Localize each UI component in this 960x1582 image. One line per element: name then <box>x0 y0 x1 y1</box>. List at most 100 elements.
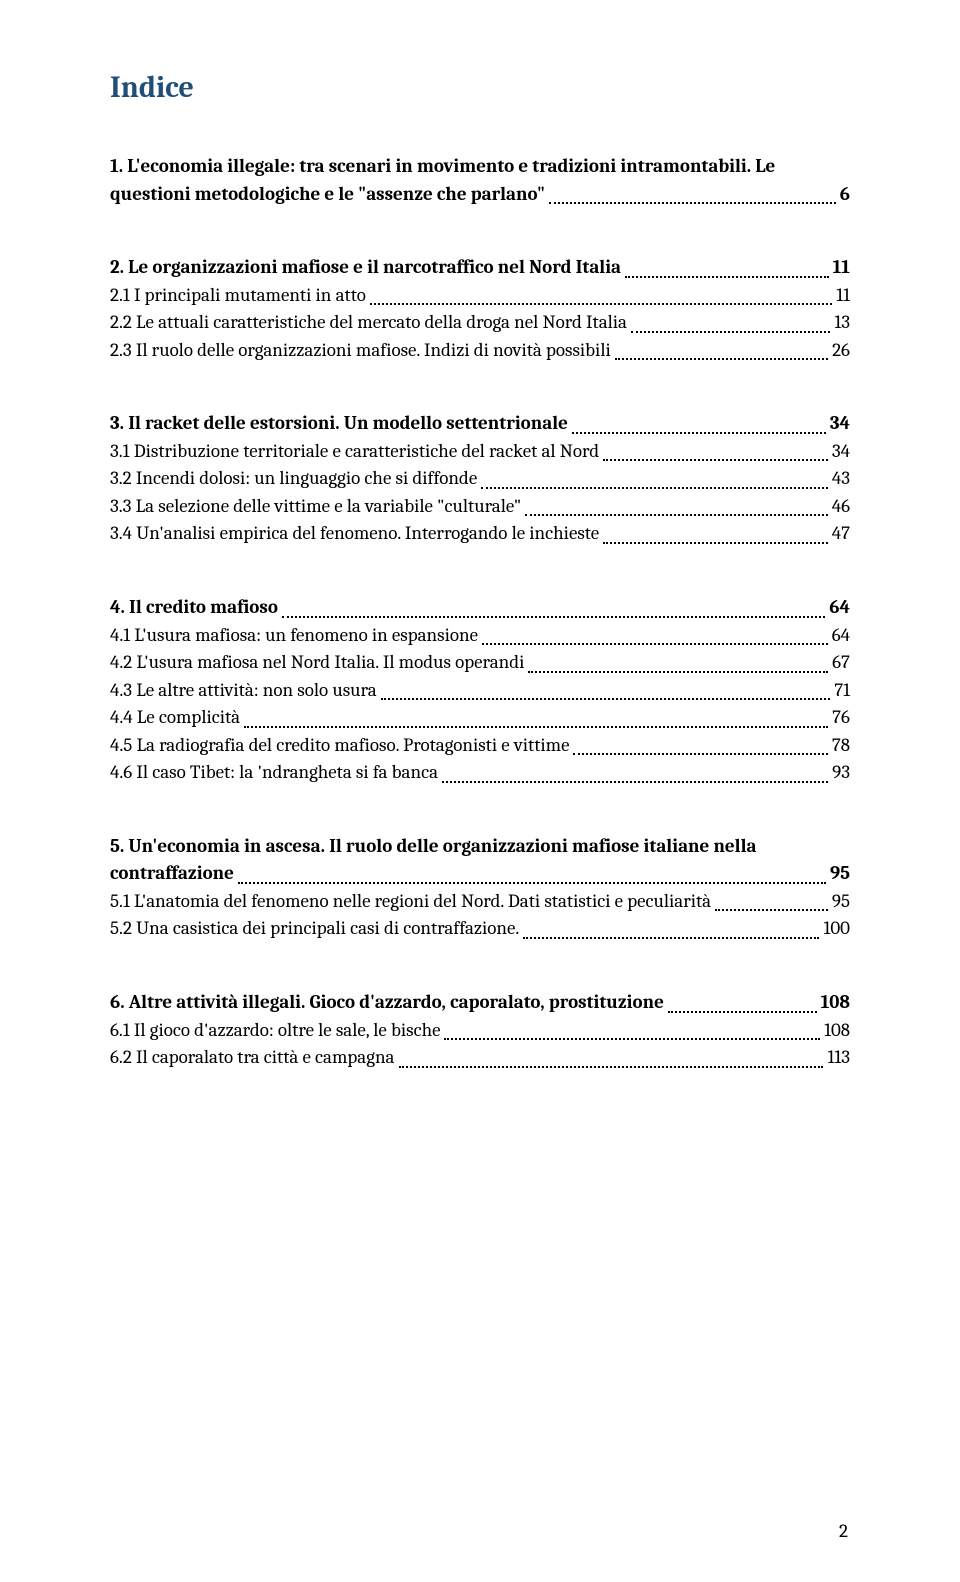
toc-page-number: 108 <box>824 1017 850 1045</box>
toc-heading: 2. Le organizzazioni mafiose e il narcot… <box>110 254 850 282</box>
toc-item: 2.2 Le attuali caratteristiche del merca… <box>110 309 850 337</box>
toc-leader <box>625 257 829 278</box>
toc-leader <box>715 890 828 911</box>
toc-page-number: 67 <box>832 649 850 677</box>
toc-page-number: 11 <box>836 282 850 310</box>
toc-page-number: 71 <box>834 677 850 705</box>
toc-item-label: 4.3 Le altre attività: non solo usura <box>110 677 377 705</box>
toc-item: 5.1 L'anatomia del fenomeno nelle region… <box>110 888 850 916</box>
toc-item: 6.1 Il gioco d'azzardo: oltre le sale, l… <box>110 1017 850 1045</box>
toc-page-number: 95 <box>832 888 850 916</box>
toc-page-number: 100 <box>823 915 850 943</box>
toc-heading-label: 4. Il credito mafioso <box>110 594 278 622</box>
toc-item: 4.5 La radiografia del credito mafioso. … <box>110 732 850 760</box>
toc-leader <box>603 523 828 544</box>
toc-item-label: 4.6 Il caso Tibet: la 'ndrangheta si fa … <box>110 759 438 787</box>
toc-item-label: 5.1 L'anatomia del fenomeno nelle region… <box>110 888 711 916</box>
toc-heading-label: 2. Le organizzazioni mafiose e il narcot… <box>110 254 621 282</box>
toc-page-number: 113 <box>827 1044 850 1072</box>
toc-item-label: 4.2 L'usura mafiosa nel Nord Italia. Il … <box>110 649 524 677</box>
toc-item: 5.2 Una casistica dei principali casi di… <box>110 915 850 943</box>
toc-leader <box>668 992 817 1013</box>
toc-leader <box>528 652 828 673</box>
toc-leader <box>370 284 832 305</box>
toc-heading-label: 3. Il racket delle estorsioni. Un modell… <box>110 410 568 438</box>
toc-section-2: 2. Le organizzazioni mafiose e il narcot… <box>110 254 850 364</box>
toc-item: 2.1 I principali mutamenti in atto 11 <box>110 282 850 310</box>
toc-leader <box>442 762 828 783</box>
toc-item: 4.1 L'usura mafiosa: un fenomeno in espa… <box>110 622 850 650</box>
toc-page-number: 76 <box>832 704 850 732</box>
toc-page-number: 46 <box>832 493 850 521</box>
toc-item: 6.2 Il caporalato tra città e campagna 1… <box>110 1044 850 1072</box>
toc-item: 2.3 Il ruolo delle organizzazioni mafios… <box>110 337 850 365</box>
toc-leader <box>244 707 828 728</box>
toc-leader <box>444 1019 820 1040</box>
toc-item: 3.2 Incendi dolosi: un linguaggio che si… <box>110 465 850 493</box>
toc-leader <box>525 495 828 516</box>
toc-page-number: 43 <box>832 465 850 493</box>
toc-leader <box>603 440 828 461</box>
document-page: Indice 1. L'economia illegale: tra scena… <box>0 0 960 1582</box>
toc-page-number: 108 <box>821 989 850 1017</box>
toc-item: 3.4 Un'analisi empirica del fenomeno. In… <box>110 520 850 548</box>
toc-leader <box>615 339 828 360</box>
toc-heading-label: questioni metodologiche e le "assenze ch… <box>110 181 545 209</box>
toc-leader <box>549 183 836 204</box>
toc-page-number: 95 <box>830 860 850 888</box>
toc-item-label: 2.1 I principali mutamenti in atto <box>110 282 366 310</box>
toc-page-number: 93 <box>832 759 850 787</box>
toc-section-6: 6. Altre attività illegali. Gioco d'azza… <box>110 989 850 1072</box>
toc-item-label: 3.2 Incendi dolosi: un linguaggio che si… <box>110 465 477 493</box>
toc-page-number: 64 <box>832 622 850 650</box>
toc-leader <box>481 468 828 489</box>
toc-page-number: 11 <box>833 254 850 282</box>
toc-section-5: 5. Un'economia in ascesa. Il ruolo delle… <box>110 833 850 943</box>
toc-heading-label: contraffazione <box>110 860 234 888</box>
toc-leader <box>238 863 826 884</box>
toc-item-label: 3.1 Distribuzione territoriale e caratte… <box>110 438 599 466</box>
toc-leader <box>381 679 831 700</box>
toc-item: 4.4 Le complicità 76 <box>110 704 850 732</box>
toc-page-number: 78 <box>832 732 850 760</box>
toc-item: 4.6 Il caso Tibet: la 'ndrangheta si fa … <box>110 759 850 787</box>
toc-item-label: 4.1 L'usura mafiosa: un fenomeno in espa… <box>110 622 478 650</box>
toc-item-label: 3.4 Un'analisi empirica del fenomeno. In… <box>110 520 599 548</box>
toc-leader <box>572 413 826 434</box>
toc-page-number: 64 <box>829 594 850 622</box>
toc-leader <box>631 312 830 333</box>
toc-leader <box>282 597 825 618</box>
toc-page-number: 13 <box>834 309 850 337</box>
document-title: Indice <box>110 70 850 105</box>
toc-item-label: 6.2 Il caporalato tra città e campagna <box>110 1044 395 1072</box>
toc-item: 4.3 Le altre attività: non solo usura 71 <box>110 677 850 705</box>
toc-heading-label: 6. Altre attività illegali. Gioco d'azza… <box>110 989 664 1017</box>
toc-item-label: 2.2 Le attuali caratteristiche del merca… <box>110 309 627 337</box>
toc-item-label: 3.3 La selezione delle vittime e la vari… <box>110 493 521 521</box>
toc-item-label: 5.2 Una casistica dei principali casi di… <box>110 915 519 943</box>
toc-item-label: 6.1 Il gioco d'azzardo: oltre le sale, l… <box>110 1017 440 1045</box>
toc-item-label: 2.3 Il ruolo delle organizzazioni mafios… <box>110 337 611 365</box>
toc-item-label: 4.4 Le complicità <box>110 704 240 732</box>
toc-item: 4.2 L'usura mafiosa nel Nord Italia. Il … <box>110 649 850 677</box>
toc-leader <box>482 624 828 645</box>
toc-leader <box>399 1047 824 1068</box>
toc-heading: 5. Un'economia in ascesa. Il ruolo delle… <box>110 833 850 888</box>
toc-section-4: 4. Il credito mafioso 64 4.1 L'usura maf… <box>110 594 850 787</box>
toc-heading: 3. Il racket delle estorsioni. Un modell… <box>110 410 850 438</box>
toc-heading: 6. Altre attività illegali. Gioco d'azza… <box>110 989 850 1017</box>
toc-heading-label: 1. L'economia illegale: tra scenari in m… <box>110 153 850 181</box>
toc-heading: 1. L'economia illegale: tra scenari in m… <box>110 153 850 208</box>
page-number: 2 <box>839 1520 848 1542</box>
toc-section-3: 3. Il racket delle estorsioni. Un modell… <box>110 410 850 548</box>
toc-page-number: 34 <box>832 438 850 466</box>
toc-page-number: 6 <box>840 181 850 209</box>
toc-section-1: 1. L'economia illegale: tra scenari in m… <box>110 153 850 208</box>
toc-heading: 4. Il credito mafioso 64 <box>110 594 850 622</box>
toc-item-label: 4.5 La radiografia del credito mafioso. … <box>110 732 569 760</box>
toc-item: 3.3 La selezione delle vittime e la vari… <box>110 493 850 521</box>
toc-leader <box>523 918 819 939</box>
toc-leader <box>573 734 827 755</box>
toc-item: 3.1 Distribuzione territoriale e caratte… <box>110 438 850 466</box>
toc-page-number: 47 <box>832 520 850 548</box>
